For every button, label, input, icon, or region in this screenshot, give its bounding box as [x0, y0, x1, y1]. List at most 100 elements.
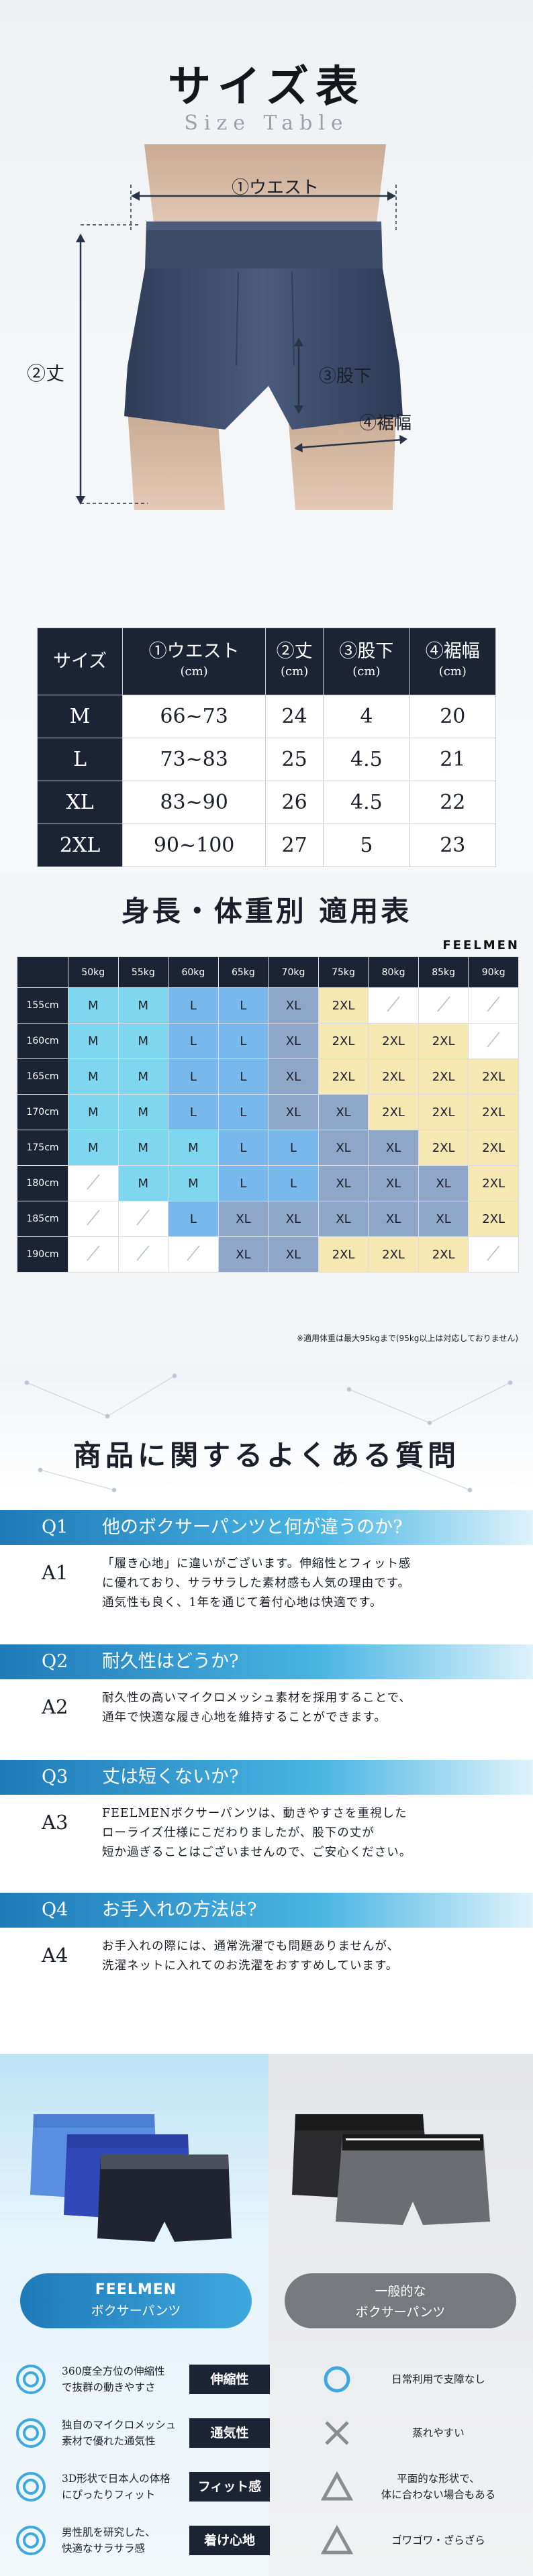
- fit-cell: M: [117, 1058, 169, 1095]
- fit-cell: L: [268, 1165, 319, 1201]
- fit-cell: XL: [318, 1130, 369, 1166]
- slash-icon: [487, 996, 500, 1011]
- fit-cell: XL: [268, 1058, 319, 1095]
- a-text: お手入れの際には、通常洗濯でも問題ありませんが、 洗濯ネットに入れてのお洗濯をおす…: [102, 1940, 400, 1973]
- weight-header: 65kg: [217, 956, 269, 988]
- fit-cell: M: [117, 1023, 169, 1059]
- generic-point-line: 平面的な形状で、: [397, 2473, 480, 2485]
- height-row: 155cm M M L L XL 2XL: [17, 987, 519, 1024]
- slash-icon: [437, 996, 450, 1011]
- faq-section: 商品に関するよくある質問 Q1 他のボクサーパンツと何が違うのか? A1 「履き…: [0, 1363, 533, 2054]
- slash-icon: [136, 1209, 150, 1225]
- q-text: 他のボクサーパンツと何が違うのか?: [102, 1517, 403, 1538]
- size-name: XL: [36, 781, 124, 824]
- generic-symbol: [321, 2352, 353, 2406]
- fit-cell: L: [168, 1058, 219, 1095]
- comparison-label: 伸縮性: [189, 2365, 270, 2394]
- fit-cell: M: [68, 987, 119, 1024]
- faq-question-4: Q4 お手入れの方法は?: [0, 1893, 533, 1928]
- size-value: 27: [265, 824, 324, 867]
- fit-cell: M: [117, 1130, 169, 1166]
- weight-header: 60kg: [168, 956, 219, 988]
- double-circle-icon: [16, 2365, 46, 2394]
- size-value: 20: [409, 695, 497, 738]
- comparison-row: 360度全方位の伸縮性 で抜群の動きやすさ 伸縮性 日常利用で支障なし: [0, 2352, 533, 2406]
- size-table-corner: サイズ: [36, 628, 124, 695]
- waist-label: ①ウエスト: [232, 178, 320, 198]
- comparison-label: 着け心地: [189, 2526, 270, 2555]
- fit-cell: 2XL: [368, 1058, 419, 1095]
- q-number: Q4: [42, 1899, 68, 1920]
- size-row: M 66~73 24 4 20: [36, 695, 497, 738]
- fit-cell: XL: [318, 1094, 369, 1130]
- fit-cell: L: [217, 1058, 269, 1095]
- feelmen-pill-brand: FEELMEN: [95, 2281, 177, 2298]
- weight-header: 70kg: [268, 956, 319, 988]
- fit-table-header: 50kg 55kg 60kg 65kg 70kg 75kg 80kg 85kg 90kg: [17, 956, 519, 988]
- generic-point-line: 日常利用で支障なし: [391, 2373, 485, 2385]
- comparison-label: フィット感: [189, 2472, 270, 2501]
- fit-cell: XL: [268, 1236, 319, 1273]
- a-number: A3: [42, 1811, 68, 1834]
- fit-cell: XL: [318, 1165, 369, 1201]
- fit-cell: XL: [368, 1165, 419, 1201]
- fit-cell-na: [468, 1023, 519, 1059]
- fit-cell: 2XL: [368, 1023, 419, 1059]
- fit-cell: XL: [268, 1023, 319, 1059]
- size-table-subtitle: Size Table: [184, 111, 349, 135]
- generic-point: ゴム跡がつきやすい: [354, 2567, 522, 2576]
- fit-cell-na: [117, 1236, 169, 1273]
- fit-cell-na: [117, 1201, 169, 1237]
- feelmen-point-line: にぴったりフィット: [62, 2489, 156, 2501]
- q-text: 耐久性はどうか?: [102, 1651, 239, 1672]
- generic-point: 日常利用で支障なし: [354, 2352, 522, 2406]
- fit-cell: 2XL: [418, 1023, 469, 1059]
- generic-symbol: [321, 2406, 353, 2460]
- height-header: 165cm: [17, 1058, 68, 1095]
- fit-cell-na: [418, 987, 469, 1024]
- generic-point: 平面的な形状で、 体に合わない場合もある: [354, 2460, 522, 2514]
- faq-header-bg: [0, 1363, 533, 1503]
- comparison-section: FEELMEN ボクサーパンツ 一般的な ボクサーパンツ 360度全方位の伸縮性…: [0, 2054, 533, 2576]
- size-value: 22: [409, 781, 497, 824]
- fit-cell: 2XL: [468, 1165, 519, 1201]
- fit-cell: 2XL: [368, 1236, 419, 1273]
- size-row: 2XL 90~100 27 5 23: [36, 824, 497, 867]
- fit-cell: L: [217, 1165, 269, 1201]
- size-value: 23: [409, 824, 497, 867]
- size-table-title: サイズ表: [167, 62, 366, 112]
- height-row: 175cm M M M L L XL XL 2XL 2XL: [17, 1130, 519, 1166]
- measure-arrows: [76, 185, 407, 505]
- col-header-length: ②丈 (cm): [265, 628, 324, 695]
- feelmen-point-line: 快適なサラサラ感: [62, 2542, 146, 2555]
- weight-header: 85kg: [418, 956, 469, 988]
- generic-product-image: [292, 2114, 490, 2225]
- height-row: 170cm M M L L XL XL 2XL 2XL 2XL: [17, 1094, 519, 1130]
- fit-cell: 2XL: [468, 1094, 519, 1130]
- fit-table-body: 155cm M M L L XL 2XL 160cm M M L L XL 2XL 2XL 2XL 165cm M…: [17, 987, 519, 1273]
- size-value: 90~100: [122, 824, 266, 867]
- comparison-row: ゴム跡がつかず、着用時の違和感ゼロ腰締め付けゴム跡がつきやすい: [0, 2567, 533, 2576]
- weight-header: 90kg: [468, 956, 519, 988]
- fit-cell: L: [217, 987, 269, 1024]
- fit-cell: 2XL: [418, 1130, 469, 1166]
- size-row: XL 83~90 26 4.5 22: [36, 781, 497, 824]
- height-header: 180cm: [17, 1165, 68, 1201]
- feelmen-point: ゴム跡がつかず、着用時の違和感ゼロ: [62, 2567, 183, 2576]
- slash-icon: [487, 1245, 500, 1260]
- fit-cell-na: [68, 1236, 119, 1273]
- boxer-illustration: [124, 144, 403, 510]
- fit-cell: L: [268, 1130, 319, 1166]
- fit-cell: 2XL: [318, 1236, 369, 1273]
- slash-icon: [136, 1245, 150, 1260]
- feelmen-point: 3D形状で日本人の体格 にぴったりフィット: [62, 2460, 183, 2514]
- fit-table: 50kg 55kg 60kg 65kg 70kg 75kg 80kg 85kg 90kg 155…: [17, 956, 519, 1273]
- feelmen-point: 独自のマイクロメッシュ 素材で優れた通気性: [62, 2406, 183, 2460]
- weight-header: 50kg: [68, 956, 119, 988]
- generic-point-line: 蒸れやすい: [412, 2427, 465, 2439]
- length-label: ②丈: [27, 362, 65, 385]
- height-row: 180cm M M L L XL XL XL 2XL: [17, 1165, 519, 1201]
- fit-cell: 2XL: [418, 1058, 469, 1095]
- height-header: 155cm: [17, 987, 68, 1024]
- fit-cell-na: [68, 1165, 119, 1201]
